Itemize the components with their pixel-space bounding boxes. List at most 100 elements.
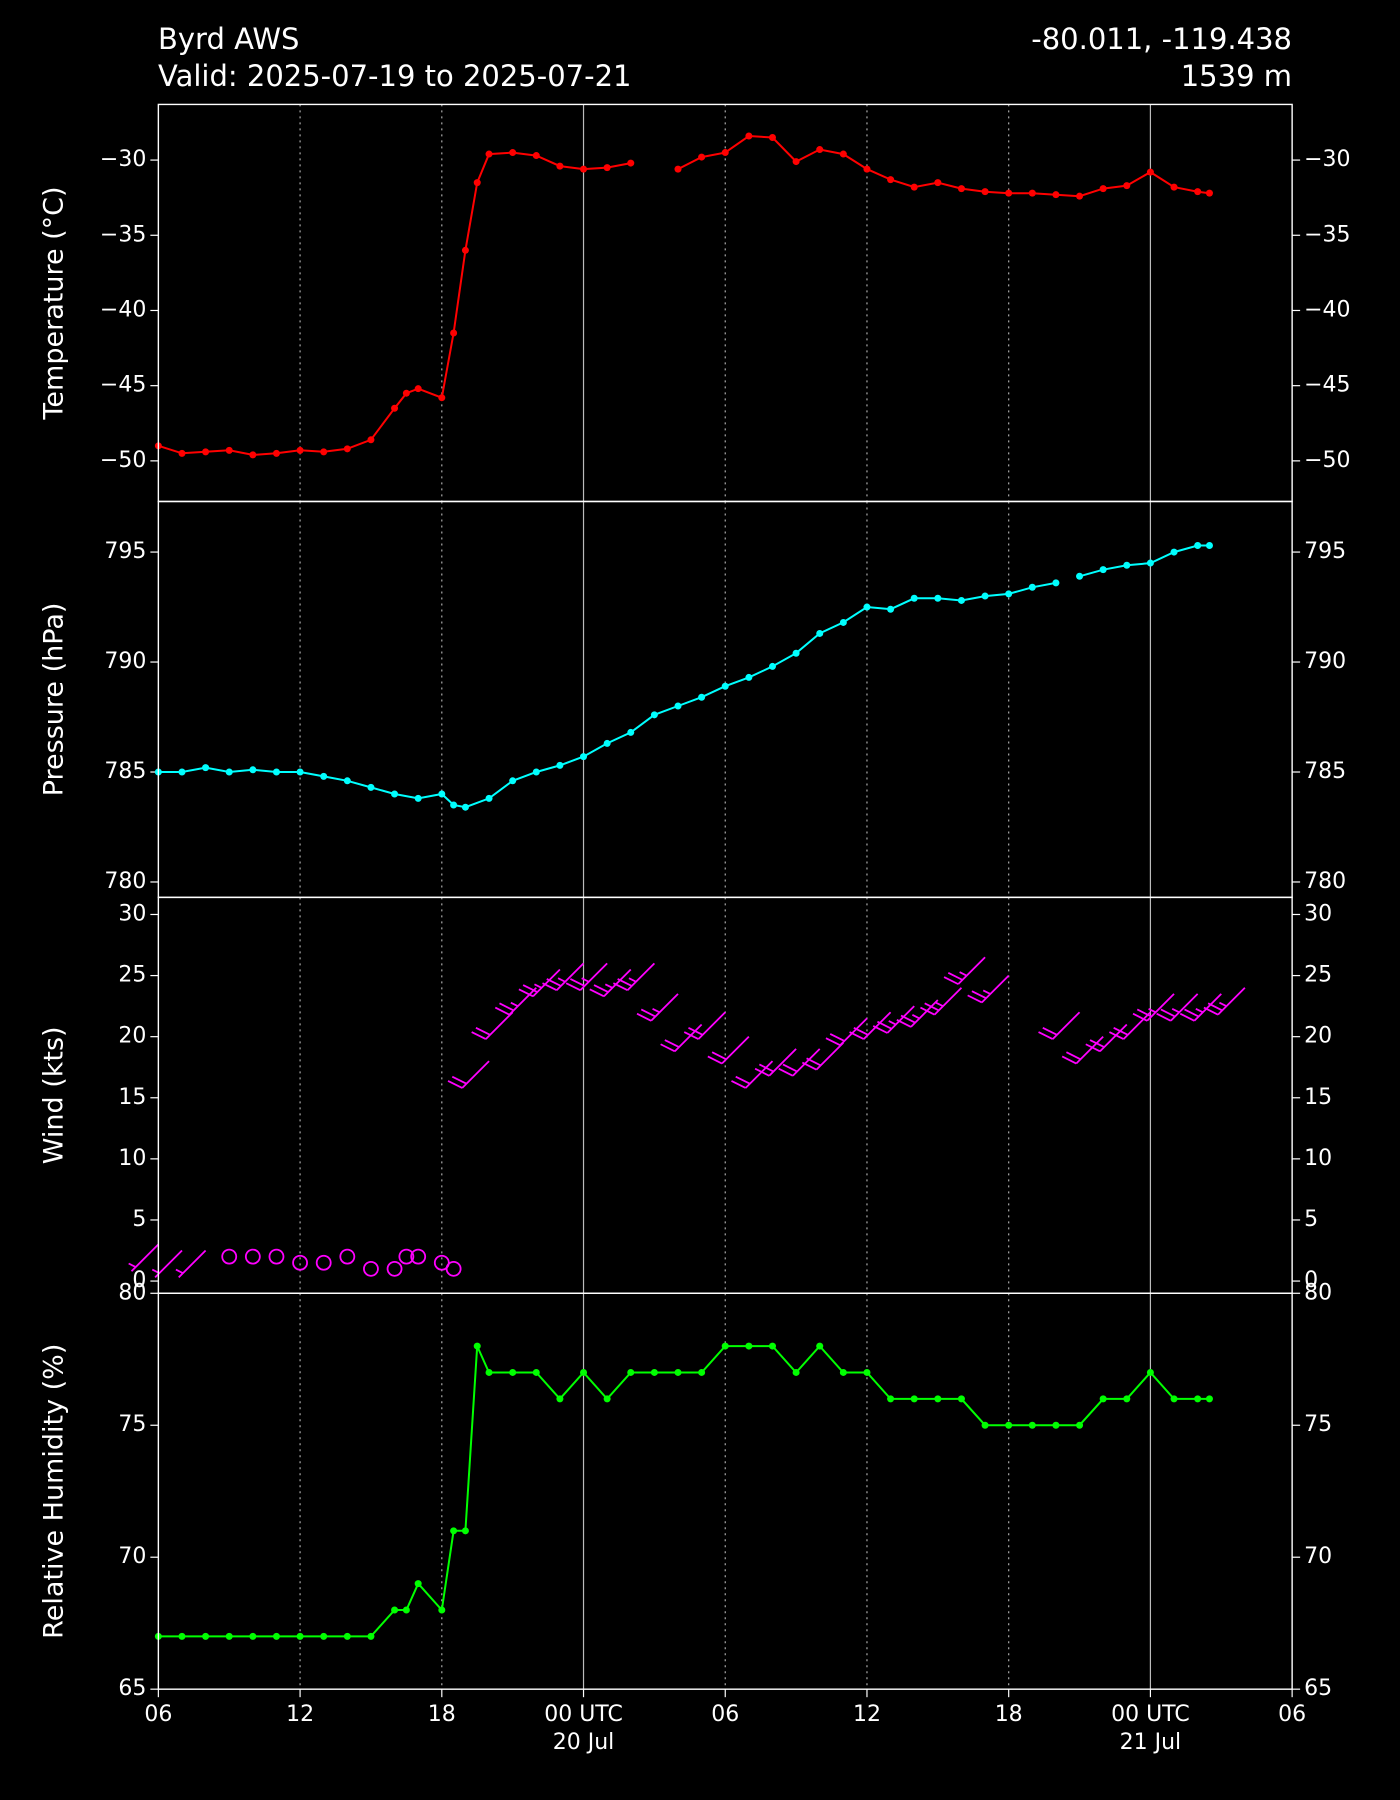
barb-feather [1184, 1008, 1200, 1018]
data-point [438, 1606, 446, 1614]
wind-barb [778, 1048, 821, 1077]
barb-feather [731, 1080, 747, 1089]
wind-barb [1156, 993, 1199, 1022]
wind-barb [494, 987, 537, 1016]
wind-barb [339, 1248, 356, 1265]
barb-staff [1122, 1011, 1152, 1040]
barb-half-feather [628, 977, 637, 983]
data-point [367, 783, 375, 791]
barb-feather [920, 1006, 935, 1016]
barb-staff [508, 987, 537, 1016]
data-point [414, 1580, 422, 1588]
data-point [934, 594, 942, 602]
data-point [450, 801, 458, 809]
y-tick-label-right: 10 [1304, 1146, 1332, 1171]
wind-barb [943, 956, 986, 985]
data-point [1005, 590, 1013, 598]
wind-barb [707, 1036, 750, 1065]
wind-barb [1085, 1023, 1128, 1053]
data-point [509, 777, 517, 785]
wind-barb [542, 962, 585, 992]
barb-staff [839, 1017, 868, 1046]
data-point [367, 436, 375, 444]
wind-barb [801, 1042, 844, 1071]
data-point [721, 1342, 729, 1350]
barb-staff [130, 1243, 159, 1272]
valid-range: Valid: 2025-07-19 to 2025-07-21 [158, 59, 632, 93]
wind-barb [1061, 1036, 1104, 1065]
data-point [698, 153, 706, 161]
calm-circle [363, 1260, 379, 1277]
data-point [650, 1368, 658, 1376]
y-tick-label-right: 795 [1304, 539, 1346, 564]
data-point [1099, 1395, 1107, 1403]
y-tick-label: −30 [100, 147, 146, 172]
data-point [391, 1606, 399, 1614]
data-point [792, 158, 800, 166]
barb-half-feather [128, 1262, 137, 1268]
barb-staff [603, 968, 632, 997]
data-point [627, 728, 635, 736]
barb-staff [556, 962, 585, 991]
data-point [532, 768, 540, 776]
data-point [1146, 1368, 1154, 1376]
barb-feather [683, 1031, 699, 1040]
barb-feather [660, 1043, 676, 1053]
data-point [509, 1368, 517, 1376]
data-point [863, 165, 871, 173]
barb-feather [447, 1080, 463, 1089]
barb-feather [967, 994, 983, 1004]
data-point [1076, 192, 1084, 200]
data-point [556, 761, 564, 769]
y-tick-label-right: 20 [1304, 1024, 1332, 1049]
data-point [981, 1421, 989, 1429]
data-point [1123, 561, 1131, 569]
barb-feather [877, 1020, 892, 1030]
barb-feather [829, 1033, 845, 1042]
data-point [934, 179, 942, 187]
data-point [509, 149, 517, 157]
data-point [1194, 188, 1202, 196]
wind-barb [175, 1249, 207, 1279]
wind-barb [565, 962, 608, 992]
data-point [721, 682, 729, 690]
barb-staff [1170, 993, 1199, 1022]
data-point [414, 385, 422, 393]
wind-barb [612, 962, 656, 992]
barb-feather [778, 1067, 794, 1077]
y-tick-label-right: −50 [1304, 448, 1350, 473]
data-point [957, 1395, 965, 1403]
calm-circle [410, 1248, 427, 1265]
barb-feather [924, 1002, 940, 1012]
barb-half-feather [1148, 1007, 1157, 1014]
barb-half-feather [652, 1007, 661, 1014]
wind-barb [849, 1011, 892, 1040]
barb-staff [674, 1023, 703, 1052]
barb-feather [758, 1063, 774, 1073]
data-point [296, 1632, 304, 1640]
data-point [272, 449, 280, 457]
barb-staff [933, 987, 963, 1016]
barb-half-feather [935, 1001, 944, 1007]
data-point [792, 649, 800, 657]
barb-feather [806, 1057, 822, 1067]
barb-feather [711, 1051, 727, 1061]
data-point [249, 451, 257, 459]
wind-barb [447, 1060, 490, 1089]
data-point [839, 150, 847, 158]
coordinates: -80.011, -119.438 [1031, 22, 1292, 56]
data-point [202, 448, 210, 456]
wind-barb [754, 1048, 797, 1077]
barb-staff [1052, 1011, 1081, 1040]
data-point [957, 596, 965, 604]
data-point [580, 753, 588, 761]
barb-feather [943, 976, 959, 985]
wind-barb [1132, 993, 1175, 1022]
barb-half-feather [604, 983, 613, 989]
barb-half-feather [911, 1014, 920, 1020]
barb-feather [1065, 1051, 1081, 1061]
barb-feather [499, 1002, 515, 1012]
data-point [863, 603, 871, 611]
data-point [674, 702, 682, 710]
calm-circle [339, 1248, 356, 1265]
